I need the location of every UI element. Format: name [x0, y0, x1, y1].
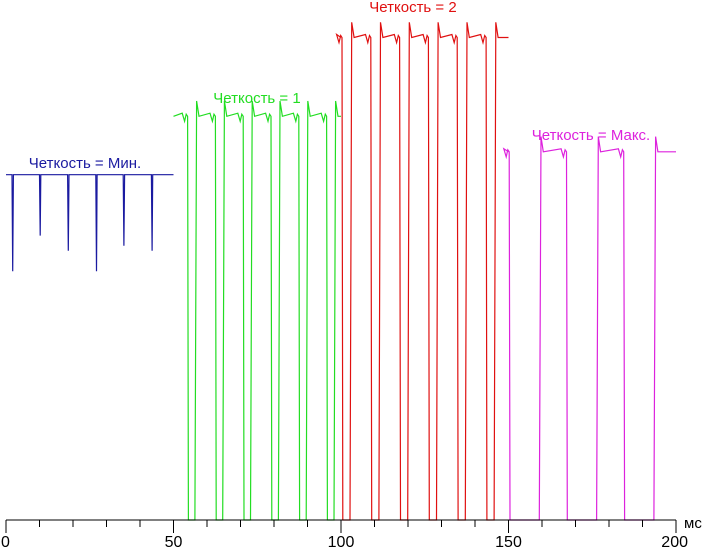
x-tick-label: 50 [165, 534, 183, 549]
annotation-layer: Четкость = Мин. Четкость = 1 Четкость = 2 Ч… [29, 0, 650, 172]
series-label-3: Четкость = Макс. [532, 127, 650, 144]
x-axis-unit-label: мс [684, 515, 702, 532]
series-line-1 [173, 100, 341, 521]
x-tick-label: 150 [495, 534, 522, 549]
x-tick-label: 200 [661, 534, 688, 549]
series-label-2: Четкость = 2 [369, 0, 456, 16]
series-label-1: Четкость = 1 [213, 90, 300, 107]
x-axis: 0 50 100 150 200 мс [1, 515, 702, 551]
series-line-3 [502, 136, 676, 521]
series-label-0: Четкость = Мин. [29, 155, 141, 172]
series-line-2 [335, 22, 509, 521]
x-tick-label: 100 [328, 534, 355, 549]
series-line-0 [6, 174, 174, 272]
series-layer [6, 22, 676, 521]
x-tick-label: 0 [1, 534, 10, 549]
